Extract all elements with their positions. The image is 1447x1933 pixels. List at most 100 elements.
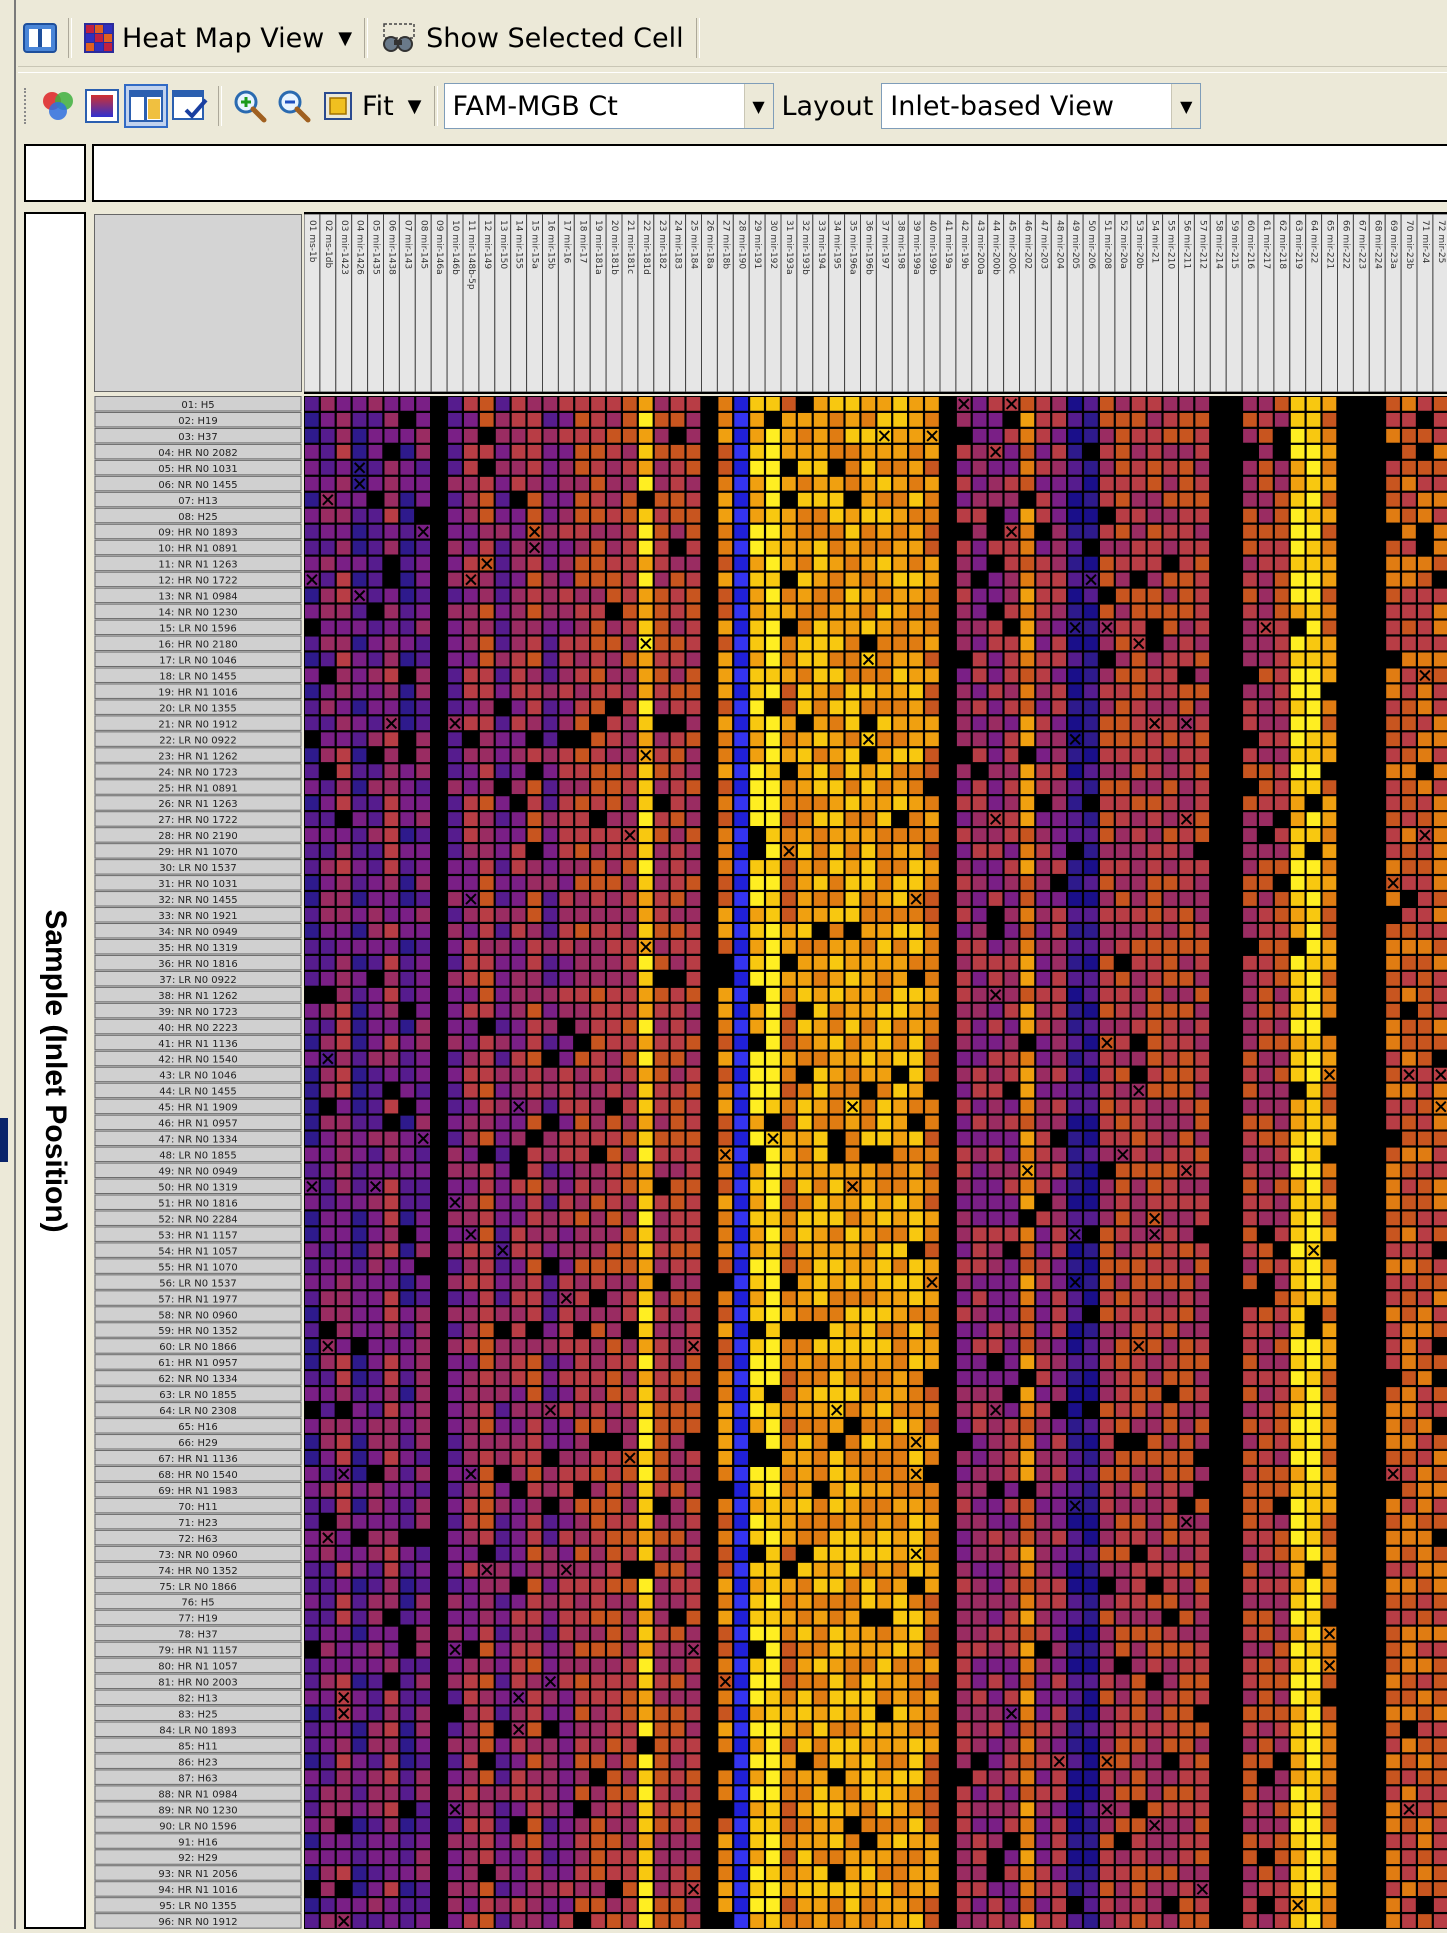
heat-map-cell[interactable]	[750, 573, 764, 587]
heat-map-cell[interactable]	[1180, 1275, 1194, 1289]
heat-map-cell[interactable]	[1386, 397, 1400, 411]
heat-map-cell[interactable]	[544, 908, 558, 922]
heat-map-cell[interactable]	[782, 860, 796, 874]
heat-map-cell[interactable]	[607, 1084, 621, 1098]
heat-map-cell[interactable]	[1068, 1100, 1082, 1114]
heat-map-cell[interactable]	[591, 1036, 605, 1050]
heat-map-cell[interactable]	[766, 589, 780, 603]
heat-map-cell[interactable]	[703, 1323, 717, 1337]
heat-map-cell[interactable]	[464, 1291, 478, 1305]
heat-map-cell[interactable]	[830, 509, 844, 523]
heat-map-cell[interactable]	[385, 1052, 399, 1066]
heat-map-cell[interactable]	[1418, 972, 1432, 986]
heat-map-cell[interactable]	[512, 1164, 526, 1178]
heat-map-cell[interactable]	[909, 461, 923, 475]
heat-map-cell[interactable]	[862, 589, 876, 603]
heat-map-cell[interactable]	[496, 732, 510, 746]
heat-map-cell[interactable]	[1005, 1291, 1019, 1305]
heat-map-cell[interactable]	[957, 1387, 971, 1401]
heat-map-cell[interactable]	[464, 413, 478, 427]
heat-map-cell[interactable]	[941, 573, 955, 587]
heat-map-cell[interactable]	[1211, 892, 1225, 906]
heat-map-cell[interactable]	[1180, 1339, 1194, 1353]
heat-map-cell[interactable]	[798, 940, 812, 954]
heat-map-cell[interactable]	[591, 1004, 605, 1018]
heat-map-cell[interactable]	[782, 716, 796, 730]
heat-map-cell[interactable]	[909, 573, 923, 587]
heat-map-cell[interactable]	[671, 684, 685, 698]
heat-map-cell[interactable]	[1180, 940, 1194, 954]
heat-map-cell[interactable]	[480, 1371, 494, 1385]
heat-map-cell[interactable]	[1132, 1196, 1146, 1210]
heat-map-cell[interactable]	[353, 1307, 367, 1321]
heat-map-cell[interactable]	[1068, 1116, 1082, 1130]
heat-map-cell[interactable]	[814, 684, 828, 698]
heat-map-cell[interactable]	[671, 589, 685, 603]
heat-map-cell[interactable]	[591, 397, 605, 411]
heat-map-cell[interactable]	[957, 988, 971, 1002]
heat-map-cell[interactable]	[575, 397, 589, 411]
heat-map-cell[interactable]	[1021, 972, 1035, 986]
heat-map-cell[interactable]	[1164, 541, 1178, 555]
heat-map-cell[interactable]	[1243, 1355, 1257, 1369]
heat-map-cell[interactable]	[877, 605, 891, 619]
heat-map-cell[interactable]	[337, 924, 351, 938]
heat-map-cell[interactable]	[1402, 1116, 1416, 1130]
heat-map-cell[interactable]	[639, 908, 653, 922]
heat-map-cell[interactable]	[1339, 780, 1353, 794]
heat-map-cell[interactable]	[1100, 1339, 1114, 1353]
heat-map-cell[interactable]	[1084, 589, 1098, 603]
heat-map-cell[interactable]	[1036, 589, 1050, 603]
heat-map-cell[interactable]	[957, 509, 971, 523]
heat-map-cell[interactable]	[782, 1387, 796, 1401]
heat-map-cell[interactable]	[1339, 1291, 1353, 1305]
heat-map-cell[interactable]	[496, 509, 510, 523]
heat-map-cell[interactable]	[480, 621, 494, 635]
heat-map-cell[interactable]	[480, 525, 494, 539]
heat-map-cell[interactable]	[337, 940, 351, 954]
heat-map-cell[interactable]	[400, 1100, 414, 1114]
heat-map-cell[interactable]	[353, 1100, 367, 1114]
heat-map-cell[interactable]	[1275, 589, 1289, 603]
heat-map-cell[interactable]	[1180, 525, 1194, 539]
heat-map-cell[interactable]	[1434, 653, 1447, 667]
heat-map-cell[interactable]	[893, 1036, 907, 1050]
heat-map-cell[interactable]	[782, 493, 796, 507]
heat-map-cell[interactable]	[1434, 493, 1447, 507]
heat-map-cell[interactable]	[766, 1339, 780, 1353]
heat-map-cell[interactable]	[591, 1339, 605, 1353]
heat-map-cell[interactable]	[1116, 637, 1130, 651]
heat-map-cell[interactable]	[893, 1307, 907, 1321]
heat-map-cell[interactable]	[369, 413, 383, 427]
heat-map-cell[interactable]	[1370, 700, 1384, 714]
heat-map-cell[interactable]	[575, 1084, 589, 1098]
heat-map-cell[interactable]	[750, 1164, 764, 1178]
heat-map-cell[interactable]	[1386, 732, 1400, 746]
heat-map-cell[interactable]	[623, 780, 637, 794]
heat-map-cell[interactable]	[687, 940, 701, 954]
heat-map-cell[interactable]	[1211, 828, 1225, 842]
heat-map-cell[interactable]	[369, 1052, 383, 1066]
heat-map-cell[interactable]	[528, 1068, 542, 1082]
heat-map-cell[interactable]	[1291, 509, 1305, 523]
heat-map-cell[interactable]	[973, 525, 987, 539]
heat-map-cell[interactable]	[862, 1196, 876, 1210]
heat-map-cell[interactable]	[973, 1148, 987, 1162]
heat-map-cell[interactable]	[909, 589, 923, 603]
heat-map-cell[interactable]	[432, 988, 446, 1002]
heat-map-cell[interactable]	[1259, 509, 1273, 523]
heat-map-cell[interactable]	[1180, 493, 1194, 507]
heat-map-cell[interactable]	[766, 1435, 780, 1449]
heat-map-cell[interactable]	[782, 621, 796, 635]
heat-map-cell[interactable]	[877, 1164, 891, 1178]
heat-map-cell[interactable]	[353, 1196, 367, 1210]
heat-map-cell[interactable]	[1370, 1243, 1384, 1257]
heat-map-cell[interactable]	[766, 1259, 780, 1273]
heat-map-cell[interactable]	[385, 988, 399, 1002]
heat-map-cell[interactable]	[480, 1323, 494, 1337]
heat-map-cell[interactable]	[1402, 413, 1416, 427]
heat-map-cell[interactable]	[1132, 748, 1146, 762]
heat-map-cell[interactable]	[1148, 461, 1162, 475]
heat-map-cell[interactable]	[321, 637, 335, 651]
heat-map-cell[interactable]	[1148, 956, 1162, 970]
